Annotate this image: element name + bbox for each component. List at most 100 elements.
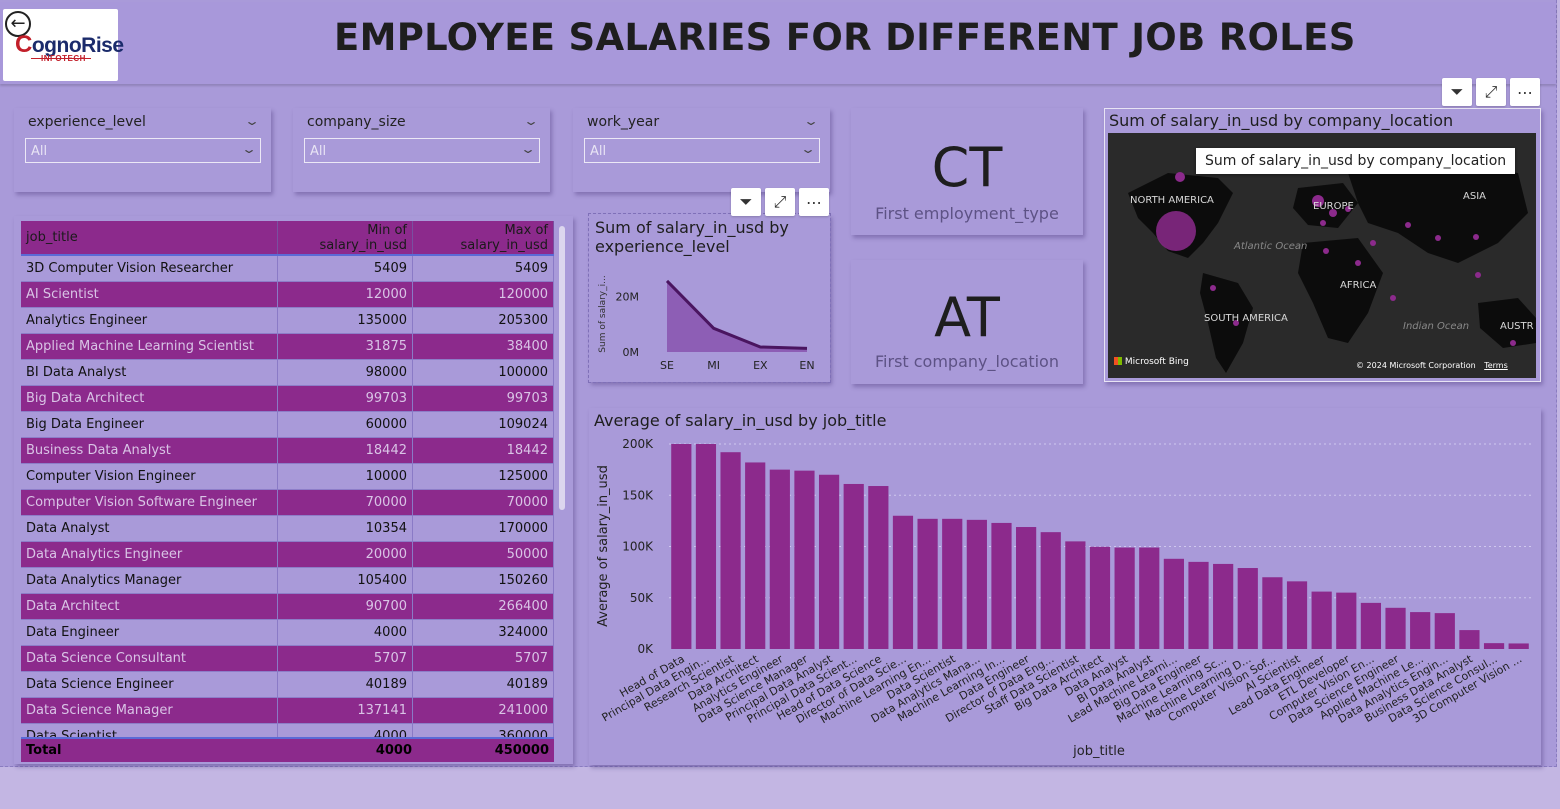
- cell-job-title: AI Scientist: [21, 281, 278, 308]
- y-tick-label: 150K: [622, 488, 654, 502]
- bar: [695, 444, 717, 649]
- table-row[interactable]: Data Engineer 4000 324000: [21, 619, 554, 646]
- cell-min-salary: 70000: [277, 489, 413, 516]
- cell-max-salary: 5707: [412, 645, 554, 672]
- y-tick-label: 0M: [623, 346, 640, 359]
- cell-min-salary: 60000: [277, 411, 413, 438]
- bar: [843, 483, 864, 649]
- card-caption: First company_location: [875, 352, 1059, 371]
- table-row[interactable]: Data Science Engineer 40189 40189: [21, 671, 554, 698]
- page-title: EMPLOYEE SALARIES FOR DIFFERENT JOB ROLE…: [334, 16, 1356, 59]
- back-arrow-icon[interactable]: ←: [5, 11, 31, 37]
- more-options-icon[interactable]: ⋯: [799, 188, 829, 216]
- total-min: 4000: [375, 743, 412, 758]
- area-fill: [667, 280, 807, 352]
- bar: [991, 522, 1012, 649]
- table-scrollbar[interactable]: [556, 222, 568, 762]
- cell-job-title: Business Data Analyst: [21, 437, 278, 464]
- scrollbar-thumb[interactable]: [559, 226, 565, 510]
- table-row[interactable]: Data Analytics Manager 105400 150260: [21, 567, 554, 594]
- cell-min-salary: 18442: [277, 437, 413, 464]
- chevron-down-icon[interactable]: ⌄: [519, 142, 537, 156]
- cell-job-title: Applied Machine Learning Scientist: [21, 333, 278, 360]
- bar: [769, 469, 790, 649]
- job-title-chart-visual: Average of salary_in_usd by job_title 20…: [589, 408, 1541, 765]
- bar: [794, 470, 815, 649]
- table-row[interactable]: Big Data Engineer 60000 109024: [21, 411, 554, 438]
- bar: [1163, 558, 1184, 649]
- chevron-down-icon[interactable]: ⌄: [802, 114, 820, 128]
- cell-max-salary: 266400: [412, 593, 554, 620]
- cell-min-salary: 90700: [277, 593, 413, 620]
- slicer-value: All: [310, 144, 327, 159]
- bar: [1016, 527, 1037, 649]
- table-row[interactable]: Computer Vision Software Engineer 70000 70…: [21, 489, 554, 516]
- table-row[interactable]: Data Architect 90700 266400: [21, 593, 554, 620]
- logo-divider: [31, 58, 91, 59]
- bing-logo: Microsoft Bing: [1114, 357, 1189, 367]
- slicer-experience-level[interactable]: experience_level ⌄ All ⌄: [14, 108, 271, 192]
- cell-min-salary: 5409: [277, 254, 413, 282]
- slicer-company-size[interactable]: company_size ⌄ All ⌄: [293, 108, 550, 192]
- cell-min-salary: 135000: [277, 307, 413, 334]
- column-header-max-salary[interactable]: Max of salary_in_usd: [412, 221, 554, 256]
- chevron-down-icon[interactable]: ⌄: [240, 142, 258, 156]
- column-header-job-title[interactable]: job_title: [21, 221, 278, 256]
- x-axis-label: job_title: [1072, 744, 1125, 759]
- experience-chart-title: Sum of salary_in_usd by experience_level: [595, 218, 789, 256]
- map-copyright: © 2024 Microsoft Corporation Terms: [1356, 361, 1508, 370]
- column-header-min-salary[interactable]: Min of salary_in_usd: [277, 221, 413, 256]
- cell-job-title: Data Engineer: [21, 619, 278, 646]
- cell-max-salary: 324000: [412, 619, 554, 646]
- company-logo: ← CognoRise INFOTECH: [3, 9, 124, 81]
- cell-min-salary: 40189: [277, 671, 413, 698]
- y-axis-label: Average of salary_in_usd: [596, 465, 611, 627]
- logo-brand-text: CognoRise: [15, 31, 124, 58]
- cell-job-title: Big Data Engineer: [21, 411, 278, 438]
- chevron-down-icon[interactable]: ⌄: [799, 142, 817, 156]
- focus-mode-icon[interactable]: ⤢: [765, 188, 795, 216]
- table-row[interactable]: Business Data Analyst 18442 18442: [21, 437, 554, 464]
- chevron-down-icon[interactable]: ⌄: [522, 114, 540, 128]
- bar: [1286, 581, 1308, 649]
- table-row[interactable]: 3D Computer Vision Researcher 5409 5409: [21, 254, 554, 282]
- slicer-work-year[interactable]: work_year ⌄ All ⌄: [573, 108, 830, 192]
- table-row[interactable]: Big Data Architect 99703 99703: [21, 385, 554, 412]
- table-row[interactable]: Computer Vision Engineer 10000 125000: [21, 463, 554, 490]
- chevron-down-icon[interactable]: ⌄: [243, 114, 261, 128]
- cell-min-salary: 98000: [277, 359, 413, 386]
- cell-max-salary: 40189: [412, 671, 554, 698]
- table-row[interactable]: Data Science Manager 137141 241000: [21, 697, 554, 724]
- bar: [1459, 630, 1480, 649]
- slicer-dropdown[interactable]: All ⌄: [25, 138, 261, 163]
- y-tick-label: 0K: [637, 642, 654, 656]
- bar: [818, 474, 840, 649]
- cell-job-title: Analytics Engineer: [21, 307, 278, 334]
- table-row[interactable]: Data Science Consultant 5707 5707: [21, 645, 554, 672]
- slicer-dropdown[interactable]: All ⌄: [304, 138, 540, 163]
- filter-icon[interactable]: ⏷: [731, 188, 761, 216]
- map-label: AUSTR: [1500, 321, 1534, 332]
- cell-job-title: BI Data Analyst: [21, 359, 278, 386]
- bar: [868, 486, 889, 649]
- table-row[interactable]: BI Data Analyst 98000 100000: [21, 359, 554, 386]
- table-row[interactable]: AI Scientist 12000 120000: [21, 281, 554, 308]
- filter-icon[interactable]: ⏷: [1442, 78, 1472, 106]
- x-tick-label: SE: [660, 359, 674, 372]
- cell-min-salary: 99703: [277, 385, 413, 412]
- cell-job-title: Data Science Engineer: [21, 671, 278, 698]
- cell-job-title: Data Architect: [21, 593, 278, 620]
- table-row[interactable]: Data Analytics Engineer 20000 50000: [21, 541, 554, 568]
- table-row[interactable]: Applied Machine Learning Scientist 31875 3…: [21, 333, 554, 360]
- slicer-dropdown[interactable]: All ⌄: [584, 138, 820, 163]
- terms-link[interactable]: Terms: [1484, 361, 1508, 370]
- card-value: CT: [931, 136, 1003, 199]
- focus-mode-icon[interactable]: ⤢: [1476, 78, 1506, 106]
- table-row[interactable]: Data Analyst 10354 170000: [21, 515, 554, 542]
- report-header: ← CognoRise INFOTECH EMPLOYEE SALARIES F…: [0, 2, 1556, 84]
- slicer-label: experience_level: [28, 114, 146, 130]
- cell-min-salary: 4000: [277, 619, 413, 646]
- more-options-icon[interactable]: ⋯: [1510, 78, 1540, 106]
- table-row[interactable]: Analytics Engineer 135000 205300: [21, 307, 554, 334]
- cell-max-salary: 50000: [412, 541, 554, 568]
